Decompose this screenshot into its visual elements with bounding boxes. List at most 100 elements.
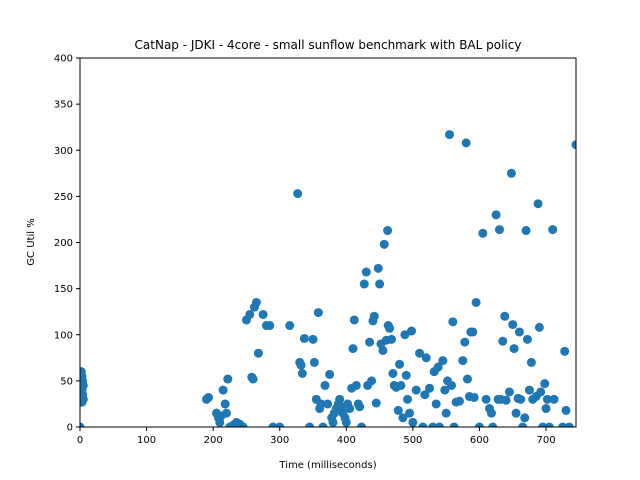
data-point	[468, 327, 478, 337]
data-point	[491, 210, 501, 220]
y-tick-label: 150	[54, 284, 73, 295]
data-point	[421, 353, 431, 363]
data-point	[388, 369, 398, 378]
data-point	[440, 385, 450, 395]
data-point	[501, 395, 511, 405]
data-point	[80, 397, 87, 407]
data-point	[403, 394, 413, 404]
data-point	[328, 417, 338, 427]
data-point	[308, 334, 318, 344]
data-point	[441, 408, 451, 418]
data-point	[449, 422, 459, 427]
data-point	[560, 346, 570, 356]
data-point	[265, 321, 275, 331]
data-point	[316, 399, 326, 409]
data-point	[411, 385, 421, 395]
y-tick-label: 0	[67, 423, 73, 434]
data-point	[395, 359, 405, 369]
x-tick-label: 100	[137, 435, 156, 446]
data-point	[521, 226, 531, 236]
data-point	[251, 297, 261, 307]
data-point	[405, 408, 415, 418]
data-point	[474, 422, 484, 427]
data-point	[538, 422, 548, 427]
data-point	[435, 422, 445, 427]
data-point	[425, 383, 435, 393]
data-point	[203, 392, 213, 402]
data-point	[323, 399, 333, 409]
data-point	[415, 348, 425, 358]
data-point	[393, 405, 403, 415]
data-point	[511, 408, 521, 418]
data-point	[541, 404, 551, 414]
data-point	[248, 374, 258, 384]
data-point	[385, 323, 395, 333]
data-point	[258, 309, 268, 319]
data-point	[438, 356, 448, 366]
data-point	[238, 422, 248, 427]
data-point	[351, 380, 361, 390]
data-point	[558, 422, 568, 427]
data-point	[396, 380, 406, 390]
data-point	[508, 320, 518, 330]
data-point	[461, 138, 471, 148]
data-point	[520, 413, 530, 423]
data-point	[285, 321, 295, 331]
y-tick-label: 100	[54, 330, 73, 341]
data-point	[371, 398, 381, 408]
data-point	[548, 225, 558, 235]
data-point	[221, 408, 231, 418]
data-point	[544, 422, 554, 427]
x-tick-label: 400	[337, 435, 356, 446]
x-tick-label: 0	[77, 435, 83, 446]
x-tick-label: 500	[403, 435, 422, 446]
data-point	[433, 362, 443, 372]
data-point	[320, 380, 330, 390]
y-axis-label: GC Util %	[26, 218, 37, 265]
data-point	[518, 422, 528, 427]
data-point	[561, 405, 571, 415]
data-point	[571, 140, 576, 150]
data-point	[431, 399, 441, 409]
data-point	[471, 297, 481, 307]
data-point	[549, 394, 559, 404]
data-point	[514, 327, 524, 337]
data-point	[534, 322, 544, 332]
data-point	[448, 317, 458, 327]
data-point	[359, 279, 369, 289]
data-point	[80, 422, 85, 427]
data-point	[400, 330, 410, 340]
data-point	[218, 385, 228, 395]
data-point	[533, 199, 543, 209]
data-point	[481, 394, 491, 404]
data-point	[469, 392, 479, 402]
data-point	[379, 239, 389, 249]
data-point	[398, 413, 408, 423]
data-point	[540, 379, 550, 389]
y-tick-label: 400	[54, 54, 73, 65]
y-tick-label: 250	[54, 192, 73, 203]
data-point	[516, 394, 526, 404]
data-point	[509, 344, 519, 354]
y-tick-label: 350	[54, 100, 73, 111]
data-point	[369, 311, 379, 321]
data-point	[325, 369, 335, 379]
x-tick-label: 300	[270, 435, 289, 446]
data-point	[297, 369, 307, 378]
data-point	[275, 422, 285, 427]
data-point	[348, 344, 358, 354]
data-point	[488, 422, 498, 427]
data-point	[526, 357, 536, 367]
data-point	[349, 315, 359, 325]
data-point	[335, 394, 345, 404]
data-point	[408, 417, 418, 427]
data-point	[407, 326, 417, 336]
data-point	[253, 348, 263, 358]
data-point	[454, 396, 464, 406]
x-axis-label: Time (milliseconds)	[278, 460, 376, 471]
data-point	[341, 417, 351, 427]
data-point	[524, 385, 534, 395]
y-tick-label: 200	[54, 238, 73, 249]
data-point	[418, 422, 428, 427]
